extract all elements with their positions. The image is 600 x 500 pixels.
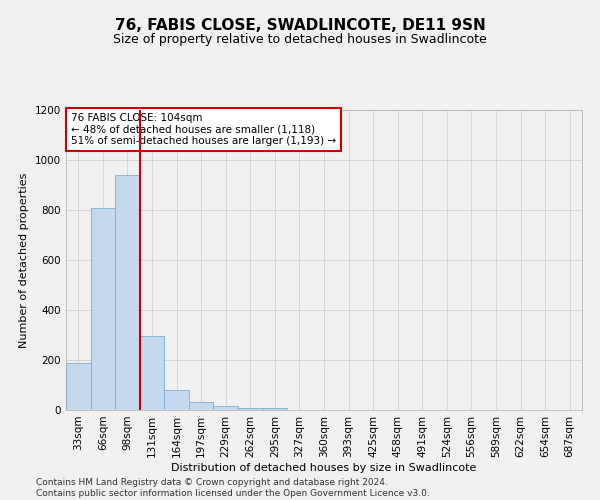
Bar [140, 336, 164, 410]
Bar [164, 390, 189, 410]
Text: Contains HM Land Registry data © Crown copyright and database right 2024.
Contai: Contains HM Land Registry data © Crown c… [36, 478, 430, 498]
Bar [214, 406, 238, 410]
Bar [66, 362, 91, 410]
Text: 76 FABIS CLOSE: 104sqm
← 48% of detached houses are smaller (1,118)
51% of semi-: 76 FABIS CLOSE: 104sqm ← 48% of detached… [71, 113, 336, 146]
Bar [115, 175, 140, 410]
Text: 76, FABIS CLOSE, SWADLINCOTE, DE11 9SN: 76, FABIS CLOSE, SWADLINCOTE, DE11 9SN [115, 18, 485, 32]
Bar [263, 408, 287, 410]
Y-axis label: Number of detached properties: Number of detached properties [19, 172, 29, 348]
Bar [189, 402, 214, 410]
Bar [238, 408, 263, 410]
X-axis label: Distribution of detached houses by size in Swadlincote: Distribution of detached houses by size … [172, 462, 476, 472]
Text: Size of property relative to detached houses in Swadlincote: Size of property relative to detached ho… [113, 32, 487, 46]
Bar [91, 208, 115, 410]
